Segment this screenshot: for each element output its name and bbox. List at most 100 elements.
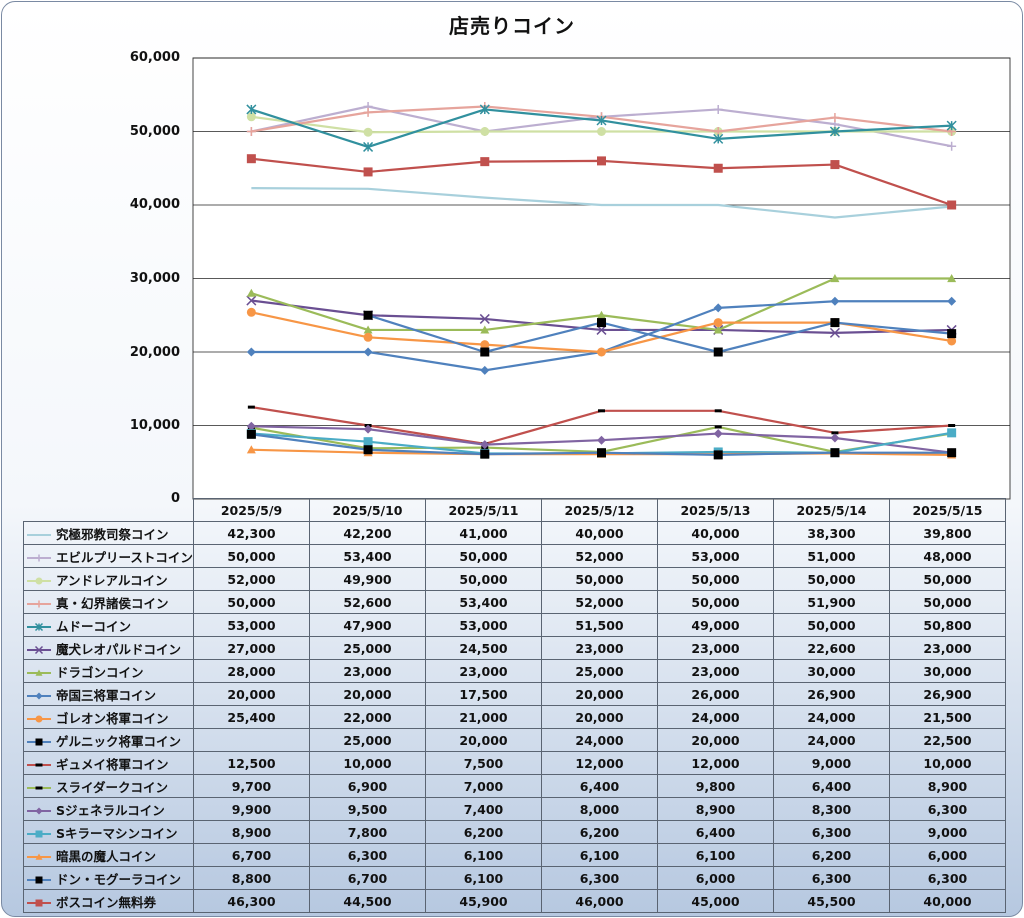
series-group bbox=[246, 154, 957, 210]
data-point bbox=[947, 448, 957, 458]
value-cell: 50,000 bbox=[657, 567, 774, 591]
y-tick-label: 30,000 bbox=[129, 271, 180, 286]
series-name: 帝国三将軍コイン bbox=[56, 687, 157, 703]
series-group bbox=[246, 104, 957, 152]
legend-key bbox=[27, 534, 51, 536]
value-cell: 23,000 bbox=[657, 636, 774, 660]
table-row: ムドーコイン 53,000 47,900 53,000 51,500 49,000 50,0… bbox=[23, 613, 1006, 637]
series-group bbox=[363, 310, 957, 357]
y-tick-label: 20,000 bbox=[129, 345, 180, 360]
legend-key bbox=[27, 899, 51, 907]
data-point bbox=[713, 318, 723, 328]
data-point bbox=[713, 133, 724, 144]
table-row: ゲルニック将軍コイン 25,000 20,000 24,000 20,000 24,000… bbox=[23, 728, 1006, 752]
value-cell: 51,000 bbox=[773, 544, 890, 568]
data-point bbox=[35, 830, 43, 838]
value-cell: 12,000 bbox=[657, 751, 774, 775]
legend-key bbox=[27, 622, 51, 632]
data-point bbox=[597, 435, 606, 445]
value-cell: 20,000 bbox=[541, 705, 658, 729]
value-cell: 25,000 bbox=[309, 728, 426, 752]
value-cell: 38,300 bbox=[773, 521, 890, 545]
value-cell: 53,400 bbox=[425, 590, 542, 614]
value-cell: 6,300 bbox=[773, 866, 890, 890]
series-group bbox=[246, 429, 957, 460]
data-point bbox=[363, 347, 373, 357]
value-cell: 41,000 bbox=[425, 521, 542, 545]
data-point bbox=[34, 622, 44, 632]
value-cell: 26,900 bbox=[889, 682, 1006, 706]
data-point bbox=[830, 433, 840, 443]
series-label-cell: ギュメイ将軍コイン bbox=[23, 751, 194, 775]
value-cell: 22,600 bbox=[773, 636, 890, 660]
data-point bbox=[480, 340, 490, 350]
value-cell: 53,000 bbox=[657, 544, 774, 568]
data-point bbox=[35, 600, 43, 608]
chart-title: 店売りコイン bbox=[449, 14, 575, 38]
value-cell: 6,300 bbox=[773, 820, 890, 844]
value-cell: 49,000 bbox=[657, 613, 774, 637]
value-cell: 12,000 bbox=[541, 751, 658, 775]
data-point bbox=[830, 274, 840, 283]
series-name: 究極邪教司祭コイン bbox=[56, 526, 169, 542]
table-row: ボスコイン無料券 46,300 44,500 45,900 46,000 45,000 45… bbox=[23, 889, 1006, 913]
series-name: Sジェネラルコイン bbox=[56, 802, 165, 818]
data-point bbox=[35, 899, 43, 907]
value-cell: 51,500 bbox=[541, 613, 658, 637]
data-point bbox=[597, 347, 606, 357]
y-tick-label: 60,000 bbox=[129, 50, 180, 65]
table-row: 帝国三将軍コイン 20,000 20,000 17,500 20,000 26,000 26… bbox=[23, 682, 1006, 706]
data-point bbox=[35, 807, 43, 815]
value-cell: 24,000 bbox=[657, 705, 774, 729]
series-group bbox=[246, 274, 957, 334]
value-cell: 6,400 bbox=[773, 774, 890, 798]
data-point bbox=[598, 409, 605, 413]
data-point bbox=[35, 554, 43, 562]
category-label: 2025/5/10 bbox=[309, 498, 426, 522]
table-row: Sキラーマシンコイン 8,900 7,800 6,200 6,200 6,400 6,300… bbox=[23, 820, 1006, 844]
data-point bbox=[247, 405, 255, 409]
table-row: ドン・モグーラコイン 8,800 6,700 6,100 6,300 6,000 6,300… bbox=[23, 866, 1006, 890]
value-cell: 50,000 bbox=[193, 544, 310, 568]
data-point bbox=[597, 318, 606, 328]
value-cell: 53,000 bbox=[193, 613, 310, 637]
value-cell: 6,200 bbox=[425, 820, 542, 844]
value-cell: 9,700 bbox=[193, 774, 310, 798]
legend-key bbox=[27, 600, 51, 608]
value-cell: 8,900 bbox=[657, 797, 774, 821]
data-point bbox=[947, 428, 957, 438]
value-cell: 50,000 bbox=[193, 590, 310, 614]
category-label: 2025/5/13 bbox=[657, 498, 774, 522]
value-cell: 27,000 bbox=[193, 636, 310, 660]
series-name: ドラゴンコイン bbox=[56, 664, 144, 680]
value-cell: 10,000 bbox=[309, 751, 426, 775]
data-point bbox=[246, 288, 256, 297]
series-group bbox=[251, 186, 952, 219]
value-cell: 44,500 bbox=[309, 889, 426, 913]
value-cell: 6,900 bbox=[309, 774, 426, 798]
data-point bbox=[480, 440, 490, 450]
data-point bbox=[363, 310, 373, 320]
series-name: 魔犬レオパルドコイン bbox=[56, 641, 182, 657]
table-row: ギュメイ将軍コイン 12,500 10,000 7,500 12,000 12,000 9,… bbox=[23, 751, 1006, 775]
series-label-cell: ムドーコイン bbox=[23, 613, 194, 637]
value-cell: 6,200 bbox=[541, 820, 658, 844]
series-name: ギュメイ将軍コイン bbox=[56, 756, 169, 772]
value-cell: 48,000 bbox=[889, 544, 1006, 568]
value-cell: 45,500 bbox=[773, 889, 890, 913]
data-point bbox=[480, 347, 490, 357]
value-cell: 23,000 bbox=[657, 659, 774, 683]
data-point bbox=[597, 127, 606, 136]
y-tick-label: 10,000 bbox=[129, 418, 180, 433]
value-cell: 6,300 bbox=[309, 843, 426, 867]
value-cell: 6,100 bbox=[657, 843, 774, 867]
legend-key bbox=[27, 738, 51, 746]
value-cell: 53,400 bbox=[309, 544, 426, 568]
series-label-cell: ドン・モグーラコイン bbox=[23, 866, 194, 890]
data-point bbox=[830, 160, 840, 170]
value-cell: 9,000 bbox=[773, 751, 890, 775]
value-cell: 52,000 bbox=[541, 590, 658, 614]
value-cell: 28,000 bbox=[193, 659, 310, 683]
data-point bbox=[363, 424, 373, 434]
series-name: ドン・モグーラコイン bbox=[56, 871, 182, 887]
